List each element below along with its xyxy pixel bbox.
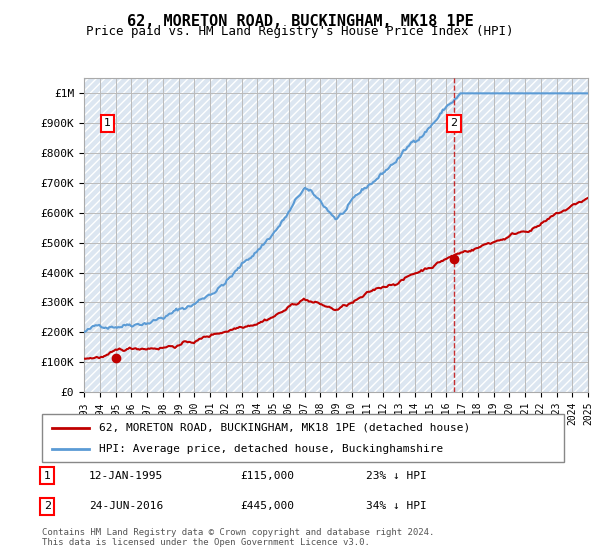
Text: 34% ↓ HPI: 34% ↓ HPI bbox=[365, 501, 427, 511]
Text: £115,000: £115,000 bbox=[241, 470, 295, 480]
Text: 23% ↓ HPI: 23% ↓ HPI bbox=[365, 470, 427, 480]
Text: Price paid vs. HM Land Registry's House Price Index (HPI): Price paid vs. HM Land Registry's House … bbox=[86, 25, 514, 38]
Text: 24-JUN-2016: 24-JUN-2016 bbox=[89, 501, 163, 511]
Text: 62, MORETON ROAD, BUCKINGHAM, MK18 1PE: 62, MORETON ROAD, BUCKINGHAM, MK18 1PE bbox=[127, 14, 473, 29]
Text: 2: 2 bbox=[450, 118, 457, 128]
Text: 12-JAN-1995: 12-JAN-1995 bbox=[89, 470, 163, 480]
Text: HPI: Average price, detached house, Buckinghamshire: HPI: Average price, detached house, Buck… bbox=[100, 444, 443, 454]
Text: 62, MORETON ROAD, BUCKINGHAM, MK18 1PE (detached house): 62, MORETON ROAD, BUCKINGHAM, MK18 1PE (… bbox=[100, 423, 470, 433]
Text: 2: 2 bbox=[44, 501, 51, 511]
Text: Contains HM Land Registry data © Crown copyright and database right 2024.
This d: Contains HM Land Registry data © Crown c… bbox=[42, 528, 434, 547]
Text: £445,000: £445,000 bbox=[241, 501, 295, 511]
Text: 1: 1 bbox=[44, 470, 51, 480]
FancyBboxPatch shape bbox=[42, 414, 564, 462]
Text: 1: 1 bbox=[104, 118, 111, 128]
